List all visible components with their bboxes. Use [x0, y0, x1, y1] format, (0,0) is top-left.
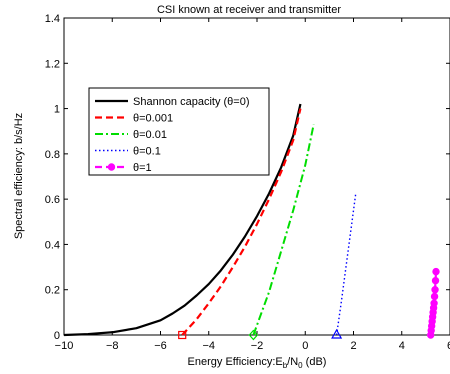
series-line-2: [252, 124, 315, 336]
y-tick-labels: 0 0.2 0.4 0.6 0.8 1 1.2 1.4: [45, 13, 60, 342]
y-tick-label: 1: [54, 104, 60, 116]
series-marker-2: [248, 329, 259, 341]
legend-label-0: Shannon capacity (θ=0): [133, 96, 250, 108]
x-axis-label-mid: /N: [287, 356, 298, 368]
plot-area-frame: [63, 17, 450, 336]
x-axis-label-suffix: (dB): [303, 356, 327, 368]
x-tick-label: 4: [399, 340, 405, 352]
series-line-0: [63, 103, 302, 337]
legend-label-3: θ=0.1: [133, 146, 161, 158]
series-marker-1: [178, 330, 187, 340]
legend-label-1: θ=0.001: [133, 113, 173, 125]
y-tick-label: 1.4: [45, 13, 60, 25]
series-marker-3: [331, 328, 343, 339]
x-tick-label: −2: [251, 340, 264, 352]
y-axis-label: Spectral efficiency: b/s/Hz: [13, 113, 25, 239]
legend: Shannon capacity (θ=0) θ=0.001 θ=0.01 θ=0.1…: [88, 87, 270, 176]
x-axis-label-sub2: 0: [298, 361, 303, 370]
series-line-1: [181, 108, 302, 336]
legend-marker-4: [107, 163, 116, 171]
y-tick-label: 0.8: [45, 149, 60, 161]
chart-title: CSI known at receiver and transmitter: [157, 4, 341, 16]
x-axis-label-sub1: b: [283, 361, 288, 370]
series-point-4: [431, 286, 439, 294]
y-tick-label: 0: [54, 330, 60, 342]
y-tick-label: 0.4: [45, 239, 60, 251]
x-axis-label-prefix: Energy Efficiency:E: [188, 356, 283, 368]
series-point-4: [430, 292, 439, 301]
legend-label-2: θ=0.01: [133, 129, 167, 141]
x-tick-label: 2: [350, 340, 356, 352]
x-tick-label: −10: [55, 340, 74, 352]
plot-area: [63, 17, 450, 336]
x-tick-label: 6: [447, 340, 450, 352]
axis-ticks: [63, 17, 450, 336]
x-tick-label: −4: [202, 340, 215, 352]
y-tick-label: 0.6: [45, 194, 60, 206]
x-axis-label: Energy Efficiency:Eb/N0 (dB): [188, 356, 327, 370]
x-tick-labels: −10 −8 −6 −4 −2 0 2 4 6: [55, 340, 450, 352]
legend-label-4: θ=1: [133, 162, 152, 174]
series-point-4: [430, 299, 438, 307]
series-point-4: [432, 267, 440, 276]
x-tick-label: −8: [106, 340, 119, 352]
legend-box: [88, 87, 270, 176]
y-tick-label: 1.2: [45, 58, 60, 70]
series-markers: [178, 267, 440, 341]
x-tick-label: 0: [302, 340, 308, 352]
y-tick-label: 0.2: [45, 285, 60, 297]
series-point-4: [431, 276, 440, 285]
x-tick-label: −6: [154, 340, 167, 352]
